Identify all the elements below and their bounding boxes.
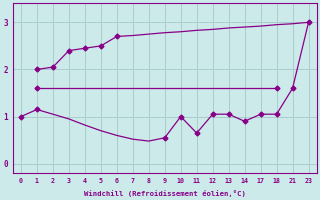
X-axis label: Windchill (Refroidissement éolien,°C): Windchill (Refroidissement éolien,°C) xyxy=(84,190,246,197)
